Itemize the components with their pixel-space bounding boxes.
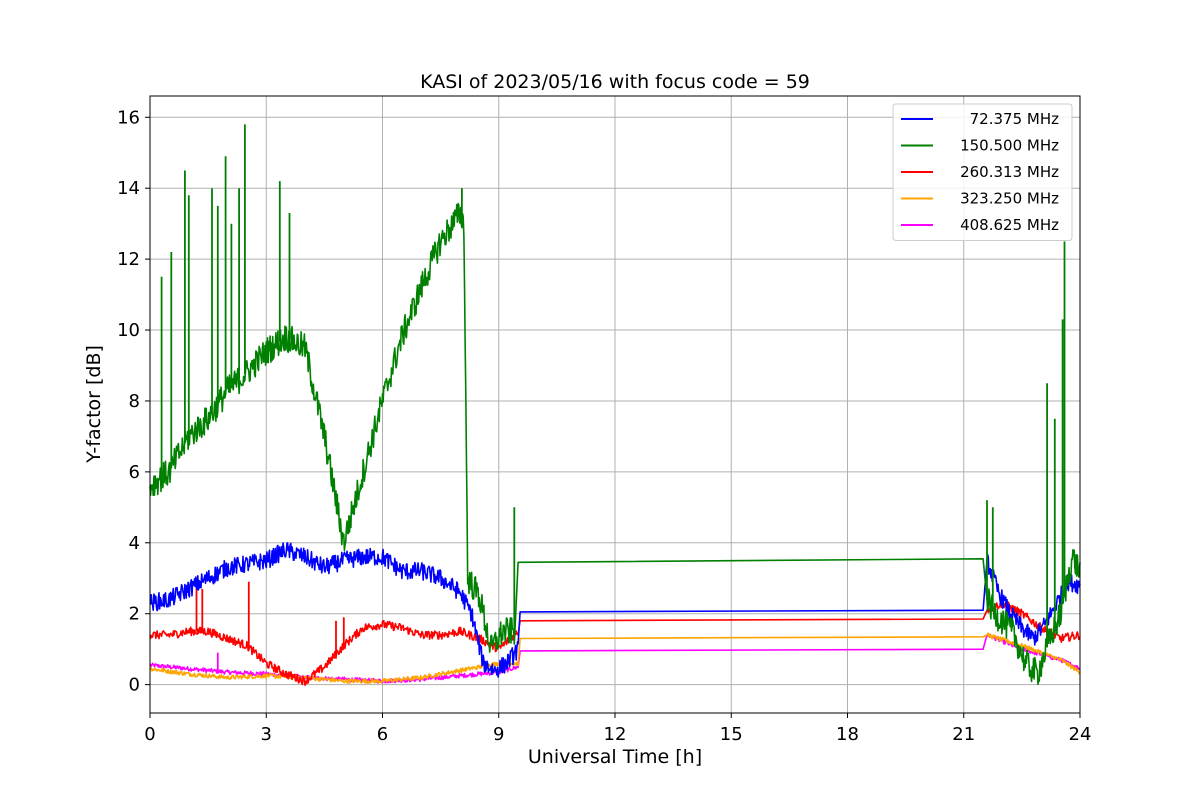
chart-title: KASI of 2023/05/16 with focus code = 59 xyxy=(420,71,810,93)
y-axis-label: Y-factor [dB] xyxy=(83,345,105,464)
x-tick-label: 0 xyxy=(144,724,155,745)
legend-label: 323.250 MHz xyxy=(960,190,1059,208)
y-tick-label: 0 xyxy=(129,675,140,696)
x-tick-label: 9 xyxy=(493,724,504,745)
legend-label: 408.625 MHz xyxy=(960,216,1059,234)
y-tick-label: 10 xyxy=(117,320,140,341)
y-tick-label: 14 xyxy=(117,178,140,199)
x-tick-label: 6 xyxy=(377,724,388,745)
x-tick-label: 24 xyxy=(1069,724,1092,745)
series-0 xyxy=(149,542,1081,678)
series-layer xyxy=(149,124,1081,687)
x-tick-label: 12 xyxy=(604,724,627,745)
y-tick-label: 2 xyxy=(129,604,140,625)
series-line xyxy=(149,632,1081,684)
y-tick-label: 12 xyxy=(117,249,140,270)
legend-label: 72.375 MHz xyxy=(970,110,1059,128)
x-axis-label: Universal Time [h] xyxy=(528,746,702,768)
x-axis: 0 3 6 9 12 15 18 21 24 xyxy=(144,713,1091,745)
legend-label: 150.500 MHz xyxy=(960,137,1059,155)
legend-box xyxy=(892,103,1073,241)
y-tick-label: 16 xyxy=(117,107,140,128)
legend-label: 260.313 MHz xyxy=(960,163,1059,181)
x-tick-label: 3 xyxy=(261,724,272,745)
legend: 72.375 MHz 150.500 MHz 260.313 MHz 323.250 … xyxy=(892,103,1073,241)
series-line xyxy=(149,542,1081,678)
series-1 xyxy=(149,124,1081,685)
x-tick-label: 15 xyxy=(720,724,743,745)
y-tick-label: 4 xyxy=(129,533,140,554)
x-tick-label: 18 xyxy=(836,724,859,745)
y-tick-label: 6 xyxy=(129,462,140,483)
y-tick-label: 8 xyxy=(129,391,140,412)
series-3 xyxy=(149,632,1081,684)
x-tick-label: 21 xyxy=(952,724,975,745)
y-axis: 0 2 4 6 8 10 12 14 16 xyxy=(117,107,150,696)
series-line xyxy=(149,202,1081,685)
